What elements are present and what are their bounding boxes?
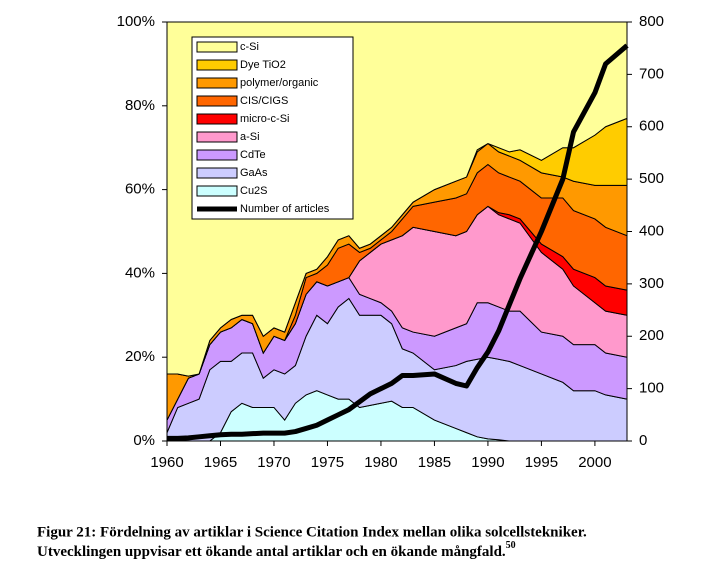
- y2-tick-label: 600: [639, 118, 664, 135]
- x-tick-label: 1965: [204, 454, 237, 471]
- caption-ref: 50: [506, 540, 516, 551]
- legend-label: polymer/organic: [240, 77, 319, 89]
- y-tick-label: 40%: [125, 264, 155, 281]
- x-tick-label: 1995: [525, 454, 558, 471]
- x-tick-label: 1985: [418, 454, 451, 471]
- legend-label: Cu2S: [240, 185, 268, 197]
- y-tick-label: 20%: [125, 348, 155, 365]
- legend-swatch: [196, 95, 238, 107]
- legend-swatch: [196, 149, 238, 161]
- legend-label: a-Si: [240, 131, 260, 143]
- y-tick-label: 0%: [133, 432, 155, 449]
- x-tick-label: 1975: [311, 454, 344, 471]
- x-tick-label: 1980: [364, 454, 397, 471]
- y-tick-label: 60%: [125, 181, 155, 198]
- legend-swatch: [196, 131, 238, 143]
- y2-tick-label: 300: [639, 275, 664, 292]
- caption-line: Utvecklingen uppvisar ett ökande antal a…: [37, 540, 516, 560]
- y-tick-label: 80%: [125, 97, 155, 114]
- y2-tick-label: 100: [639, 380, 664, 397]
- legend-label: c-Si: [240, 41, 259, 53]
- legend-swatch: [196, 59, 238, 71]
- legend-label: GaAs: [240, 167, 268, 179]
- legend-label: CdTe: [240, 149, 266, 161]
- caption-line: Figur 21: Fördelning av artiklar i Scien…: [37, 524, 587, 540]
- legend-label: CIS/CIGS: [240, 95, 288, 107]
- x-tick-label: 1960: [150, 454, 183, 471]
- legend-swatch: [196, 77, 238, 89]
- legend-swatch: [196, 185, 238, 197]
- line: [167, 43, 629, 441]
- legend-swatch: [196, 167, 238, 179]
- legend-label: micro-c-Si: [240, 113, 290, 125]
- legend-swatch: [196, 41, 238, 53]
- legend-swatch: [196, 113, 238, 125]
- x-tick-label: 1990: [471, 454, 504, 471]
- y2-tick-label: 800: [639, 13, 664, 30]
- y2-tick-label: 500: [639, 170, 664, 187]
- legend-label: Number of articles: [240, 203, 330, 215]
- x-tick-label: 2000: [578, 454, 611, 471]
- legend: c-Si Dye TiO2 polymer/organic CIS/CIGS micro…: [191, 36, 354, 220]
- y2-tick-label: 200: [639, 327, 664, 344]
- plot-area: 0% 20% 40% 60% 80% 100% 0 100 200 300 400 500 600 700…: [117, 13, 664, 471]
- caption-text: Utvecklingen uppvisar ett ökande antal a…: [37, 544, 506, 560]
- y2-tick-label: 700: [639, 65, 664, 82]
- y2-tick-label: 0: [639, 432, 647, 449]
- x-tick-label: 1970: [257, 454, 290, 471]
- legend-label: Dye TiO2: [240, 59, 286, 71]
- y2-tick-label: 400: [639, 222, 664, 239]
- y-tick-label: 100%: [117, 13, 155, 30]
